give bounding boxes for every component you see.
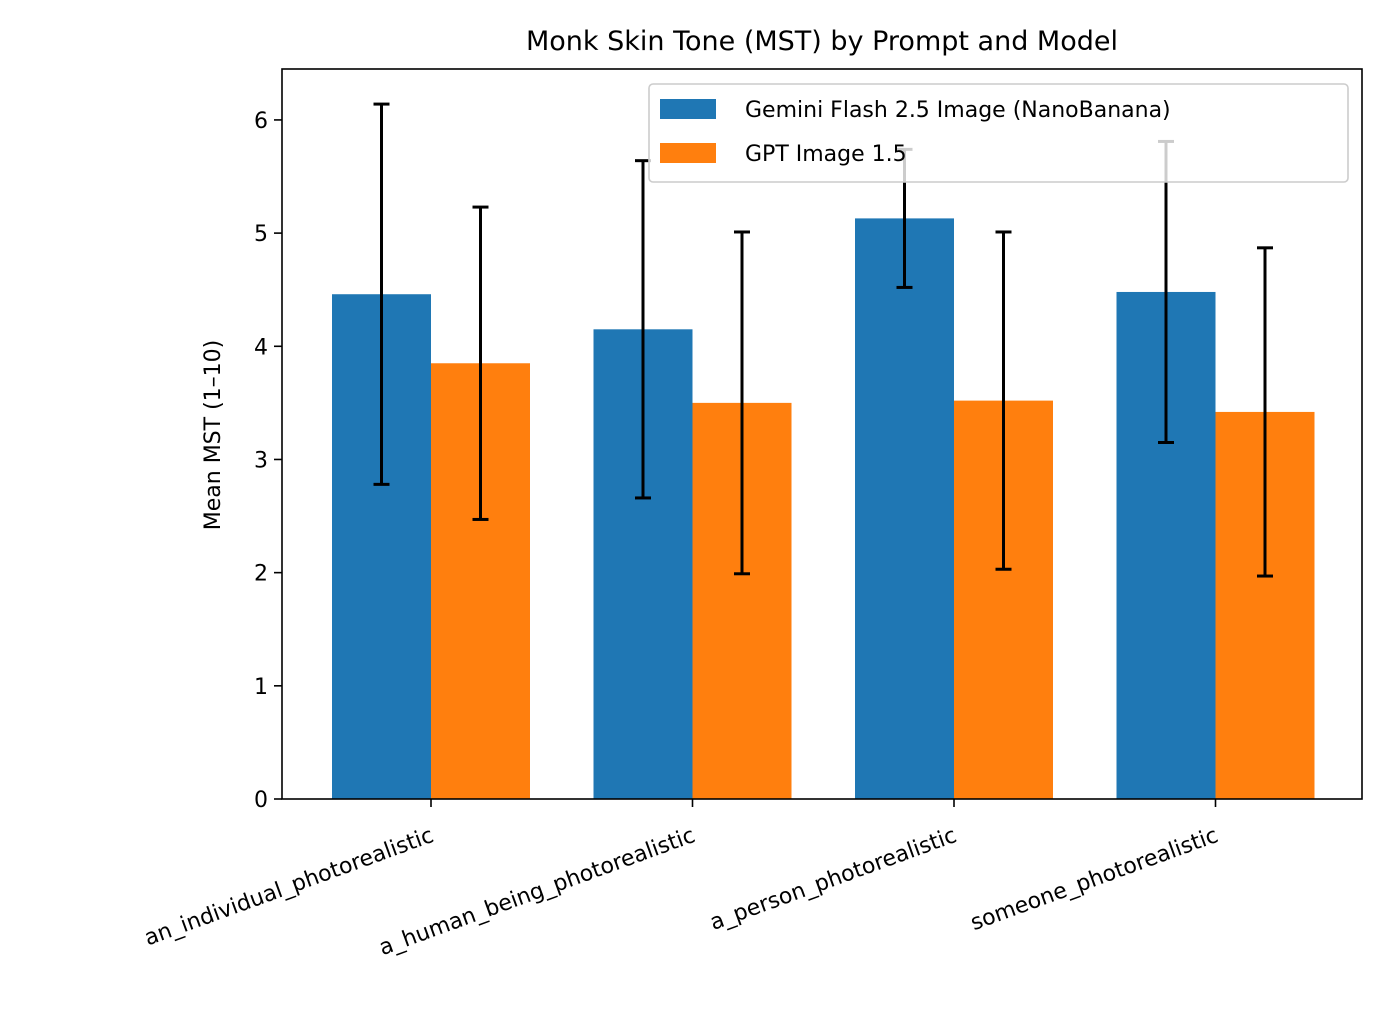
y-tick-label: 2 (254, 562, 268, 587)
plot-frame (281, 68, 1363, 800)
y-tick-label: 6 (254, 109, 268, 134)
legend-label-gemini: Gemini Flash 2.5 Image (NanoBanana) (745, 98, 1171, 123)
y-tick-label: 4 (254, 335, 268, 360)
y-tick-label: 0 (254, 788, 268, 813)
legend-swatch-gemini (660, 99, 716, 119)
bar-gemini-2 (855, 218, 954, 799)
y-axis-label: Mean MST (1–10) (201, 340, 226, 530)
chart-title: Monk Skin Tone (MST) by Prompt and Model (526, 26, 1118, 57)
error-bar-gpt-1 (734, 230, 750, 576)
legend-box (648, 83, 1349, 183)
legend-label-gpt: GPT Image 1.5 (745, 142, 907, 167)
x-tick-label: someone_photorealistic (967, 823, 1221, 936)
y-tick-label: 3 (254, 448, 268, 473)
legend: Gemini Flash 2.5 Image (NanoBanana) GPT I… (648, 83, 1349, 183)
error-bar-gpt-0 (472, 205, 489, 521)
error-bar-gpt-3 (1257, 246, 1273, 578)
legend-swatch-gpt (660, 143, 716, 163)
error-bar-gpt-2 (995, 230, 1012, 571)
y-tick-label: 5 (254, 222, 268, 247)
y-tick-label: 1 (254, 675, 268, 700)
x-tick-label: a_person_photorealistic (707, 823, 960, 936)
error-bar-gemini-0 (373, 102, 390, 486)
